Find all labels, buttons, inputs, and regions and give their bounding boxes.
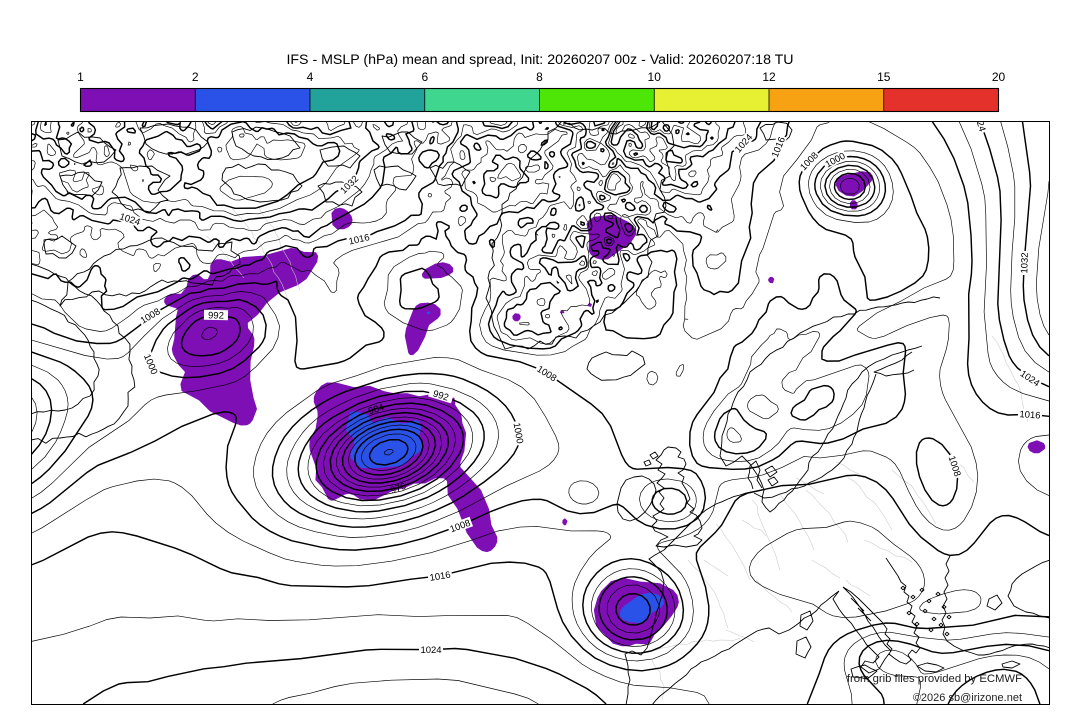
svg-text:©2026 sb@irizone.net: ©2026 sb@irizone.net xyxy=(913,692,1022,704)
svg-text:10: 10 xyxy=(648,70,662,84)
svg-text:1032: 1032 xyxy=(1019,252,1031,274)
svg-text:1: 1 xyxy=(77,70,84,84)
svg-text:20: 20 xyxy=(992,70,1006,84)
svg-text:992: 992 xyxy=(208,310,224,321)
svg-text:12: 12 xyxy=(762,70,776,84)
svg-text:6: 6 xyxy=(421,70,428,84)
svg-text:8: 8 xyxy=(536,70,543,84)
svg-text:1000: 1000 xyxy=(511,422,526,445)
svg-text:2: 2 xyxy=(192,70,199,84)
svg-text:IFS - MSLP (hPa) mean and spre: IFS - MSLP (hPa) mean and spread, Init: … xyxy=(286,52,793,68)
svg-text:1016: 1016 xyxy=(348,232,371,247)
svg-text:1016: 1016 xyxy=(1019,409,1041,421)
svg-text:1016: 1016 xyxy=(429,570,452,584)
svg-text:15: 15 xyxy=(877,70,891,84)
svg-text:984: 984 xyxy=(367,402,385,417)
svg-text:992: 992 xyxy=(432,388,450,403)
svg-text:1024: 1024 xyxy=(420,645,441,656)
svg-text:from grib files provided by EC: from grib files provided by ECMWF xyxy=(847,673,1022,685)
svg-text:4: 4 xyxy=(307,70,314,84)
svg-text:976: 976 xyxy=(389,481,408,497)
